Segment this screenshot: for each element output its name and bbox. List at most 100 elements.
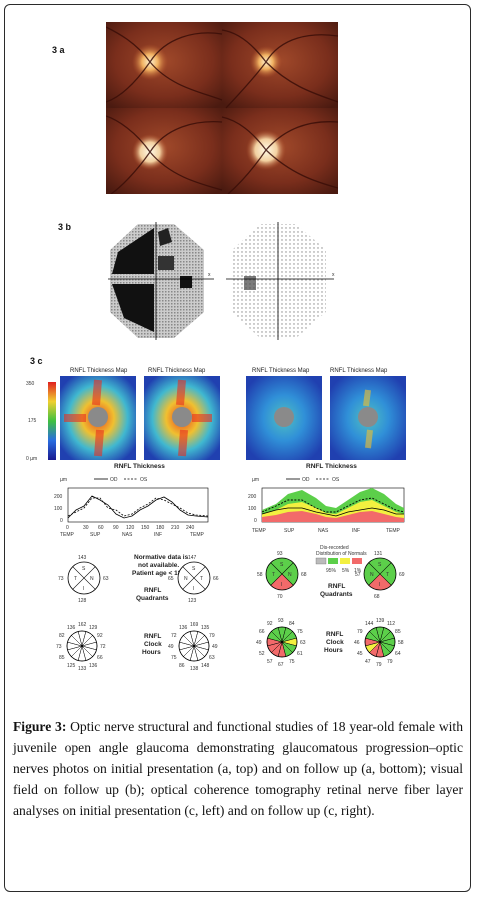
clock-value: 61 bbox=[297, 651, 303, 657]
svg-text:210: 210 bbox=[171, 525, 180, 531]
clock-value: 139 bbox=[376, 618, 385, 624]
quadrant-left-os: S N T I 147 65 66 123 bbox=[168, 555, 219, 604]
svg-text:69: 69 bbox=[399, 572, 405, 578]
svg-text:Hours: Hours bbox=[142, 649, 161, 656]
svg-text:0: 0 bbox=[66, 525, 69, 531]
svg-text:N: N bbox=[184, 576, 188, 582]
svg-text:TEMP: TEMP bbox=[252, 528, 267, 534]
oct-panel: 350 175 0 µm RNFL Thickness Map RNFL Thi… bbox=[26, 368, 406, 672]
svg-text:S: S bbox=[192, 566, 196, 572]
svg-text:1%: 1% bbox=[354, 568, 362, 574]
clock-value: 136 bbox=[89, 663, 98, 669]
clock-value: 138 bbox=[190, 666, 199, 672]
svg-text:100: 100 bbox=[54, 506, 63, 512]
svg-text:I: I bbox=[281, 582, 282, 588]
visual-field-plots: x x bbox=[108, 222, 335, 340]
svg-text:128: 128 bbox=[78, 598, 87, 604]
svg-text:120: 120 bbox=[126, 525, 135, 531]
svg-text:x: x bbox=[332, 272, 335, 278]
distribution-legend: Dis-recorded Distribution of Normals 95%… bbox=[315, 545, 367, 598]
svg-text:x: x bbox=[208, 272, 211, 278]
clock-value: 49 bbox=[256, 640, 262, 646]
svg-text:S: S bbox=[82, 566, 86, 572]
fundus-photos bbox=[106, 22, 338, 194]
caption-label: Figure 3: bbox=[13, 719, 67, 734]
clock-value: 84 bbox=[289, 621, 295, 627]
thickness-map-left-os bbox=[144, 376, 220, 460]
svg-text:OD: OD bbox=[302, 477, 310, 483]
svg-text:5%: 5% bbox=[342, 568, 350, 574]
scale-tick-bottom: 0 µm bbox=[26, 456, 37, 462]
clock-value: 133 bbox=[78, 666, 87, 672]
svg-text:58: 58 bbox=[257, 572, 263, 578]
quadrant-left-od: S T N I 143 73 63 128 bbox=[58, 555, 109, 604]
svg-text:90: 90 bbox=[113, 525, 119, 531]
clock-value: 86 bbox=[179, 663, 185, 669]
clock-value: 135 bbox=[201, 625, 210, 631]
clock-value: 82 bbox=[59, 633, 65, 639]
svg-text:N: N bbox=[370, 572, 374, 578]
svg-text:100: 100 bbox=[248, 506, 257, 512]
clock-value: 63 bbox=[300, 640, 306, 646]
svg-text:TEMP: TEMP bbox=[386, 528, 401, 534]
svg-text:RNFL: RNFL bbox=[326, 631, 343, 638]
svg-text:131: 131 bbox=[374, 551, 383, 557]
thickness-map-left-od bbox=[60, 376, 136, 460]
svg-text:Hours: Hours bbox=[324, 647, 343, 654]
clock-value: 79 bbox=[209, 633, 215, 639]
svg-text:SUP: SUP bbox=[284, 528, 295, 534]
clock-value: 49 bbox=[212, 644, 218, 650]
svg-text:SUP: SUP bbox=[90, 532, 101, 538]
svg-text:150: 150 bbox=[141, 525, 150, 531]
clock-value: 79 bbox=[387, 659, 393, 665]
clock-value: 129 bbox=[89, 625, 98, 631]
svg-text:70: 70 bbox=[277, 594, 283, 600]
svg-text:Quadrants: Quadrants bbox=[136, 595, 169, 602]
caption-text: Optic nerve structural and functional st… bbox=[13, 719, 463, 818]
clock-value: 148 bbox=[201, 663, 210, 669]
svg-text:S: S bbox=[280, 562, 284, 568]
clock-value: 112 bbox=[387, 621, 395, 627]
svg-text:Clock: Clock bbox=[326, 639, 344, 646]
svg-text:OD: OD bbox=[110, 477, 118, 483]
figure-caption: Figure 3: Optic nerve structural and fun… bbox=[13, 716, 463, 821]
svg-text:µm: µm bbox=[252, 477, 259, 483]
svg-text:N: N bbox=[90, 576, 94, 582]
clock-value: 73 bbox=[56, 644, 62, 650]
svg-text:93: 93 bbox=[277, 551, 283, 557]
clock-labels-right: RNFL Clock Hours bbox=[324, 631, 344, 654]
clock-value: 72 bbox=[171, 633, 177, 639]
svg-text:RNFL: RNFL bbox=[144, 587, 161, 594]
svg-text:NAS: NAS bbox=[318, 528, 329, 534]
panel-b-label: 3 b bbox=[58, 222, 72, 232]
svg-text:T: T bbox=[74, 576, 77, 582]
svg-text:OS: OS bbox=[140, 477, 148, 483]
svg-text:63: 63 bbox=[103, 576, 109, 582]
clock-value: 144 bbox=[365, 621, 374, 627]
svg-text:95%: 95% bbox=[326, 568, 337, 574]
clock-value: 85 bbox=[395, 629, 401, 635]
clock-value: 64 bbox=[395, 651, 401, 657]
clock-value: 85 bbox=[59, 655, 65, 661]
svg-text:0: 0 bbox=[60, 518, 63, 524]
map-title-4: RNFL Thickness Map bbox=[330, 368, 388, 374]
clock-value: 79 bbox=[376, 662, 382, 668]
quadrant-right-od: S T N I 93 58 68 70 bbox=[257, 551, 307, 600]
clock-value: 92 bbox=[97, 633, 103, 639]
svg-text:RNFL: RNFL bbox=[144, 633, 161, 640]
clock-value: 162 bbox=[78, 622, 87, 628]
clock-value: 75 bbox=[171, 655, 177, 661]
clock-value: 79 bbox=[357, 629, 363, 635]
normative-note: Normative data is not available. Patient… bbox=[132, 554, 189, 602]
svg-text:0: 0 bbox=[254, 518, 257, 524]
svg-text:73: 73 bbox=[58, 576, 64, 582]
svg-text:N: N bbox=[288, 572, 292, 578]
svg-text:123: 123 bbox=[188, 598, 197, 604]
thickness-title-right: RNFL Thickness bbox=[306, 463, 357, 470]
svg-text:Dis-recorded: Dis-recorded bbox=[320, 545, 349, 551]
svg-text:Quadrants: Quadrants bbox=[320, 591, 353, 598]
svg-text:68: 68 bbox=[374, 594, 380, 600]
